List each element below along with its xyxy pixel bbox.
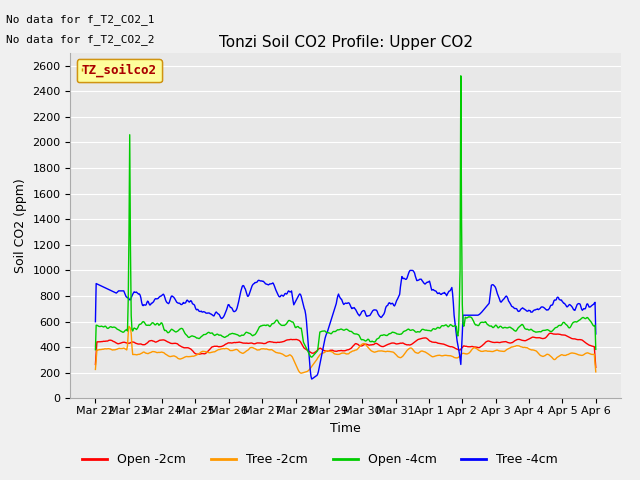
X-axis label: Time: Time — [330, 421, 361, 434]
Title: Tonzi Soil CO2 Profile: Upper CO2: Tonzi Soil CO2 Profile: Upper CO2 — [219, 35, 472, 50]
Y-axis label: Soil CO2 (ppm): Soil CO2 (ppm) — [14, 178, 27, 273]
Legend: TZ_soilco2: TZ_soilco2 — [77, 59, 162, 83]
Legend: Open -2cm, Tree -2cm, Open -4cm, Tree -4cm: Open -2cm, Tree -2cm, Open -4cm, Tree -4… — [77, 448, 563, 471]
Text: No data for f_T2_CO2_1: No data for f_T2_CO2_1 — [6, 14, 155, 25]
Text: No data for f_T2_CO2_2: No data for f_T2_CO2_2 — [6, 34, 155, 45]
